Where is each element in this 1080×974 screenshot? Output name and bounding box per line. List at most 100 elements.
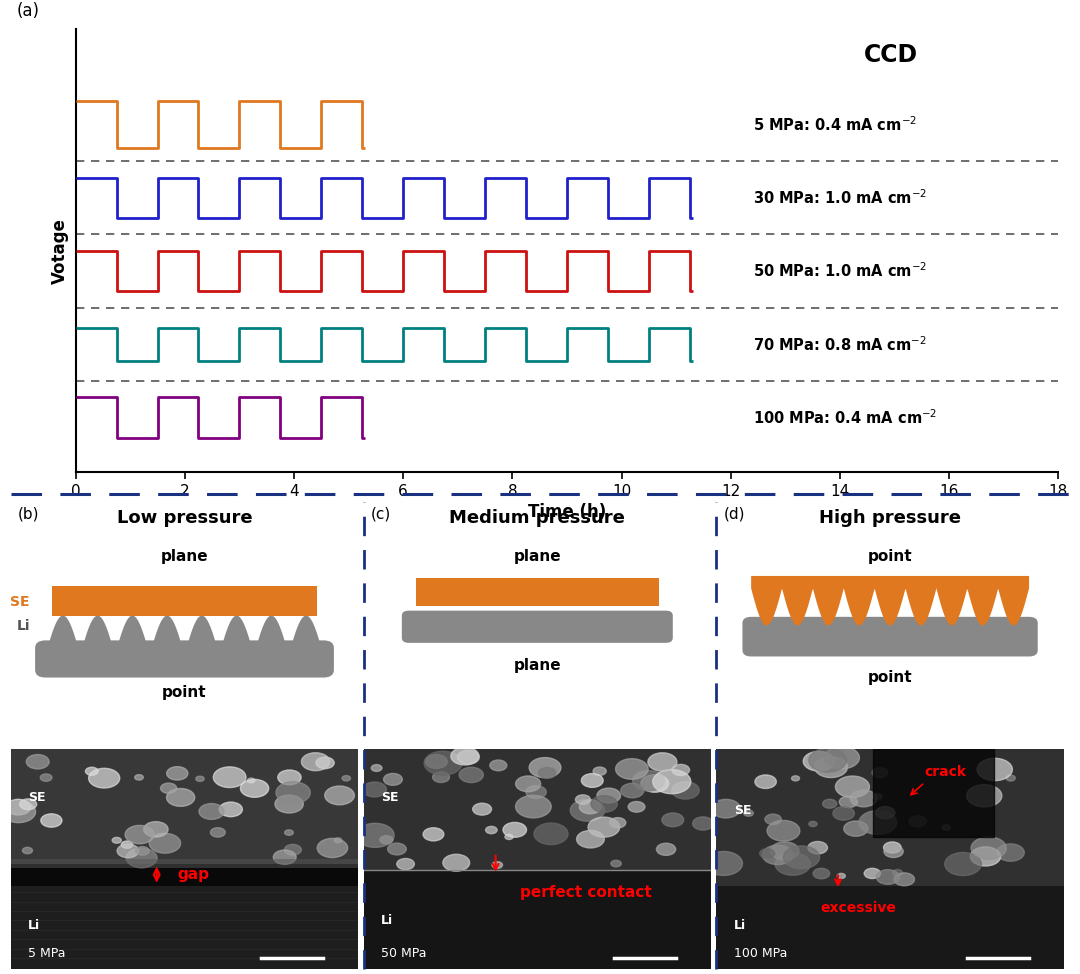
Circle shape <box>23 847 32 853</box>
Circle shape <box>433 771 449 782</box>
Circle shape <box>166 767 188 780</box>
Circle shape <box>672 782 699 799</box>
Circle shape <box>633 770 664 791</box>
Bar <box>364 870 711 969</box>
Circle shape <box>775 853 810 876</box>
Circle shape <box>640 774 669 792</box>
Circle shape <box>273 850 296 865</box>
Circle shape <box>893 870 903 876</box>
Circle shape <box>850 790 877 806</box>
Text: High pressure: High pressure <box>819 509 961 527</box>
Text: Low pressure: Low pressure <box>117 509 253 527</box>
Text: (a): (a) <box>16 2 40 20</box>
Circle shape <box>894 873 915 885</box>
Circle shape <box>876 806 894 819</box>
Circle shape <box>652 769 691 794</box>
FancyBboxPatch shape <box>36 640 334 678</box>
Circle shape <box>942 825 950 830</box>
Circle shape <box>767 820 800 842</box>
Text: Li: Li <box>733 918 746 932</box>
Text: crack: crack <box>924 765 967 779</box>
Circle shape <box>125 825 154 843</box>
Circle shape <box>515 796 551 818</box>
Circle shape <box>539 768 556 778</box>
Text: SE: SE <box>11 595 30 609</box>
Text: SE: SE <box>733 805 752 817</box>
Text: (b): (b) <box>17 506 39 521</box>
Circle shape <box>380 836 393 843</box>
Circle shape <box>843 821 868 837</box>
Circle shape <box>372 765 382 771</box>
Circle shape <box>648 753 677 771</box>
Circle shape <box>199 804 224 819</box>
FancyBboxPatch shape <box>742 617 1038 656</box>
Circle shape <box>864 868 880 879</box>
Circle shape <box>473 804 491 815</box>
Circle shape <box>839 796 858 807</box>
Polygon shape <box>752 576 1029 625</box>
Circle shape <box>876 870 900 884</box>
FancyBboxPatch shape <box>402 611 673 643</box>
Text: 5 MPa: 0.4 mA cm$^{-2}$: 5 MPa: 0.4 mA cm$^{-2}$ <box>753 115 917 133</box>
Text: Li: Li <box>381 915 393 927</box>
Text: Li: Li <box>16 618 30 632</box>
Circle shape <box>325 786 354 805</box>
Circle shape <box>276 782 310 804</box>
Text: Li: Li <box>28 918 40 932</box>
Circle shape <box>334 838 341 843</box>
Circle shape <box>363 782 387 797</box>
Text: plane: plane <box>161 548 208 564</box>
Circle shape <box>814 757 848 777</box>
Circle shape <box>383 773 403 785</box>
Circle shape <box>89 768 120 788</box>
Bar <box>416 579 659 606</box>
Bar <box>11 859 359 868</box>
Text: 100 MPa: 100 MPa <box>733 948 787 960</box>
Circle shape <box>423 828 444 841</box>
Circle shape <box>424 751 462 775</box>
Circle shape <box>692 817 714 830</box>
Circle shape <box>149 834 180 853</box>
Circle shape <box>490 760 507 770</box>
Circle shape <box>247 778 255 783</box>
Text: (c): (c) <box>370 506 391 521</box>
Circle shape <box>837 874 846 879</box>
Circle shape <box>909 816 927 827</box>
Circle shape <box>609 817 625 828</box>
Circle shape <box>1 801 36 823</box>
Text: 30 MPa: 1.0 mA cm$^{-2}$: 30 MPa: 1.0 mA cm$^{-2}$ <box>753 188 927 207</box>
Circle shape <box>809 821 818 827</box>
Circle shape <box>135 774 144 780</box>
Circle shape <box>833 806 854 820</box>
Circle shape <box>195 776 204 781</box>
Circle shape <box>744 810 754 816</box>
Circle shape <box>85 768 98 775</box>
Circle shape <box>629 802 645 812</box>
Circle shape <box>285 830 294 836</box>
Circle shape <box>859 810 896 835</box>
Circle shape <box>529 758 561 777</box>
Text: point: point <box>868 548 913 564</box>
Circle shape <box>971 846 1001 866</box>
Circle shape <box>765 814 781 824</box>
Circle shape <box>824 746 860 768</box>
Text: plane: plane <box>513 657 562 673</box>
Text: (d): (d) <box>724 506 745 521</box>
Circle shape <box>278 770 301 785</box>
Text: 70 MPa: 0.8 mA cm$^{-2}$: 70 MPa: 0.8 mA cm$^{-2}$ <box>753 335 927 354</box>
Circle shape <box>809 748 847 772</box>
Circle shape <box>770 842 799 860</box>
Circle shape <box>967 785 1002 806</box>
Polygon shape <box>873 749 995 838</box>
Circle shape <box>342 775 351 781</box>
Circle shape <box>316 757 334 768</box>
Circle shape <box>883 845 903 857</box>
Text: perfect contact: perfect contact <box>519 884 651 900</box>
X-axis label: Time (h): Time (h) <box>528 504 606 521</box>
Circle shape <box>219 802 242 817</box>
Circle shape <box>836 776 869 798</box>
Circle shape <box>515 776 541 792</box>
Circle shape <box>971 837 1007 859</box>
Circle shape <box>945 852 982 876</box>
Circle shape <box>873 794 882 800</box>
